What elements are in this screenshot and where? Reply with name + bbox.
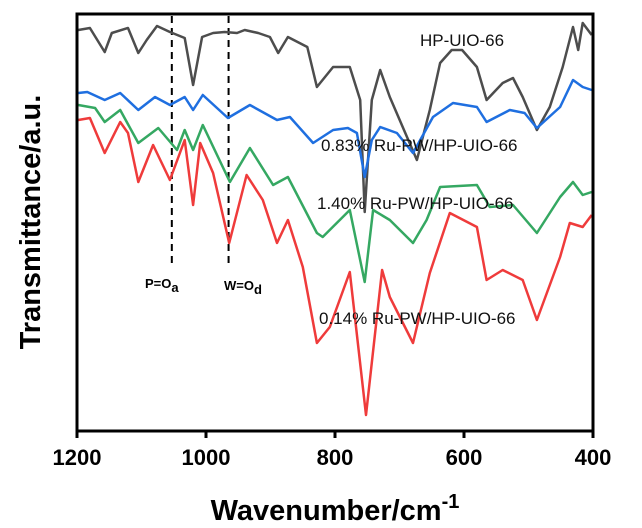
x-ticks: 1200 1000 800 600 400 xyxy=(53,431,612,470)
series-line-3 xyxy=(78,116,593,417)
x-tick-label: 800 xyxy=(317,445,354,470)
series-line-0 xyxy=(78,21,593,214)
series-line-2 xyxy=(78,103,593,284)
annotation-lines xyxy=(170,16,230,266)
x-tick-label: 400 xyxy=(575,445,612,470)
series-line-1 xyxy=(78,78,593,179)
x-tick-label: 600 xyxy=(446,445,483,470)
y-axis-title: Transmittance/a.u. xyxy=(15,95,47,350)
series-label-0-14: 0.14% Ru-PW/HP-UIO-66 xyxy=(319,309,516,328)
x-axis-title: Wavenumber/cm-1 xyxy=(211,491,460,527)
series-label-1-40: 1.40% Ru-PW/HP-UIO-66 xyxy=(317,194,514,213)
series-layer xyxy=(78,21,593,417)
annotation-p-o-a: P=Oa xyxy=(145,276,179,295)
series-label-0-83: 0.83% Ru-PW/HP-UIO-66 xyxy=(321,136,518,155)
annotation-w-o-d: W=Od xyxy=(224,278,262,297)
plot-frame xyxy=(75,12,595,433)
series-label-hp-uio-66: HP-UIO-66 xyxy=(420,31,504,50)
x-tick-label: 1200 xyxy=(53,445,102,470)
x-tick-label: 1000 xyxy=(182,445,231,470)
